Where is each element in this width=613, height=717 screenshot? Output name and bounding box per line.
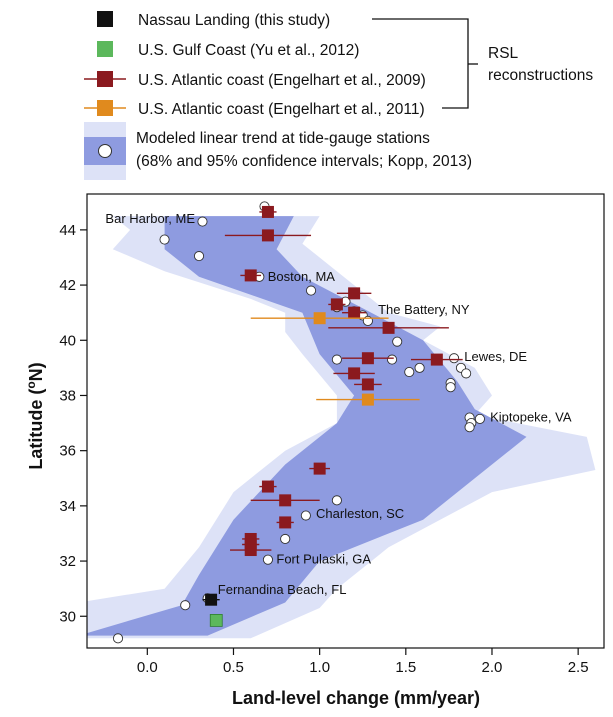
tide-gauge-station-marker: [386, 354, 398, 365]
atlantic2011-marker: [313, 312, 326, 325]
tide-gauge-station-marker: [461, 368, 472, 379]
tide-gauge-station-marker: [262, 554, 274, 565]
legend-swatch-station: [98, 144, 112, 158]
atlantic2009-marker: [348, 306, 361, 319]
gulf-marker: [209, 614, 223, 627]
tide-gauge-station-marker: [464, 422, 475, 433]
tide-gauge-station-marker: [414, 362, 425, 373]
legend-label-gulf: U.S. Gulf Coast (Yu et al., 2012): [138, 42, 359, 59]
x-tick-label: 2.5: [568, 659, 589, 676]
y-tick-label: 38: [59, 387, 76, 404]
station-label: Fort Pulaski, GA: [276, 552, 371, 567]
legend: Nassau Landing (this study) U.S. Gulf Co…: [84, 11, 593, 180]
y-tick-label: 34: [59, 498, 76, 515]
atlantic2009-marker: [348, 367, 361, 380]
y-axis-label-end: N): [26, 362, 46, 381]
rsl-reconstruction-points: [202, 205, 463, 627]
atlantic2009-marker: [313, 462, 326, 475]
legend-label-model-line1: Modeled linear trend at tide-gauge stati…: [136, 130, 430, 147]
atlantic2009-marker: [361, 378, 374, 391]
atlantic2009-marker: [279, 494, 292, 507]
atlantic2009-marker: [361, 352, 374, 365]
tide-gauge-station-marker: [159, 234, 170, 245]
tide-gauge-station-marker: [445, 382, 456, 393]
tide-gauge-station-marker: [305, 285, 317, 296]
x-tick-label: 2.0: [482, 659, 503, 676]
tide-gauge-station-marker: [180, 600, 191, 611]
y-axis-ticks: 30 32 34 36 38 40 42 44: [59, 222, 87, 625]
y-tick-label: 32: [59, 553, 76, 570]
atlantic2009-marker: [382, 321, 395, 334]
y-tick-label: 40: [59, 332, 76, 349]
station-label: Boston, MA: [268, 269, 336, 284]
station-label: Charleston, SC: [316, 506, 404, 521]
tide-gauge-station-marker: [331, 495, 342, 506]
station-label: Kiptopeke, VA: [490, 410, 572, 425]
tide-gauge-station-marker: [112, 633, 124, 644]
plot-frame: [86, 193, 605, 649]
tide-gauge-station-marker: [449, 353, 460, 364]
tide-gauge-station-marker: [300, 510, 311, 521]
atlantic2009-marker: [244, 269, 257, 282]
atlantic2009-marker: [261, 229, 274, 242]
y-tick-label: 30: [59, 608, 76, 625]
plot-border: [86, 193, 605, 649]
x-tick-label: 0.0: [137, 659, 158, 676]
legend-swatch-atlantic2011: [97, 100, 113, 116]
confidence-bands: [87, 216, 596, 639]
y-axis-label-sup: o: [24, 381, 38, 388]
tide-gauge-station-marker: [197, 216, 208, 227]
x-axis-ticks: 0.0 0.5 1.0 1.5 2.0 2.5: [137, 648, 589, 676]
atlantic2009-marker: [244, 544, 257, 557]
legend-swatch-gulf: [97, 41, 113, 57]
station-label: Lewes, DE: [464, 349, 527, 364]
station-label: Bar Harbor, ME: [105, 211, 195, 226]
nassau-marker: [205, 593, 218, 606]
y-tick-label: 42: [59, 277, 76, 294]
y-axis-label: Latitude (oN): [24, 362, 46, 469]
legend-group-label-line2: reconstructions: [488, 67, 593, 84]
atlantic2009-marker: [430, 353, 443, 366]
tide-gauge-station-marker: [280, 533, 291, 545]
band-68-percent: [87, 216, 527, 636]
legend-group-label-line1: RSL: [488, 45, 519, 62]
legend-swatch-atlantic2009: [97, 71, 113, 87]
tide-gauge-station-marker: [331, 354, 342, 365]
tide-gauge-station-marker: [392, 336, 403, 347]
atlantic2009-marker: [348, 287, 361, 300]
x-tick-label: 1.5: [395, 659, 416, 676]
station-label: The Battery, NY: [378, 302, 470, 317]
atlantic2009-marker: [261, 205, 274, 218]
tide-gauge-station-marker: [474, 413, 485, 424]
legend-label-atlantic2009: U.S. Atlantic coast (Engelhart et al., 2…: [138, 72, 426, 89]
legend-label-atlantic2011: U.S. Atlantic coast (Engelhart et al., 2…: [138, 101, 425, 118]
atlantic2011-marker: [361, 393, 374, 406]
legend-bracket: [372, 18, 469, 109]
y-tick-label: 36: [59, 443, 76, 460]
station-label: Fernandina Beach, FL: [218, 582, 347, 597]
atlantic2009-marker: [330, 298, 343, 311]
x-axis-label: Land-level change (mm/year): [232, 688, 480, 708]
station-labels: Bar Harbor, ME Boston, MA The Battery, NY L…: [105, 211, 571, 597]
tide-gauge-station-marker: [404, 366, 415, 378]
legend-label-model-line2: (68% and 95% confidence intervals; Kopp,…: [136, 153, 472, 170]
tide-gauge-station-marker: [193, 251, 205, 262]
y-axis-label-main: Latitude (: [26, 389, 46, 470]
x-tick-label: 1.0: [309, 659, 330, 676]
y-tick-label: 44: [59, 222, 76, 239]
atlantic2009-marker: [279, 516, 292, 529]
atlantic2009-marker: [261, 480, 274, 493]
legend-swatch-nassau: [97, 11, 113, 27]
legend-label-nassau: Nassau Landing (this study): [138, 12, 330, 29]
x-tick-label: 0.5: [223, 659, 244, 676]
